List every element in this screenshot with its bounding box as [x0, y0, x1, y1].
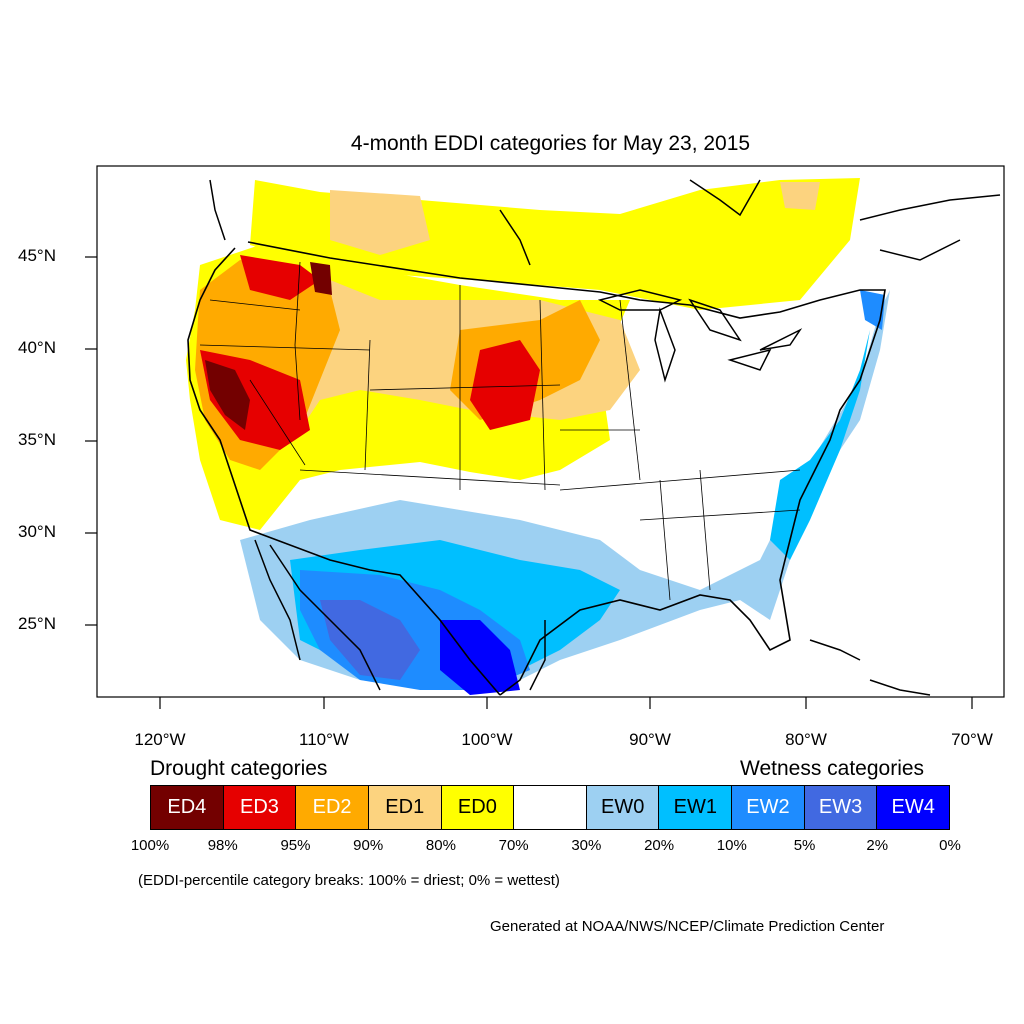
boundaries [187, 179, 1001, 696]
lat-label-45: 45°N [18, 246, 56, 265]
lat-label-35: 35°N [18, 430, 56, 449]
legend-swatch-ed4: ED4 [151, 786, 224, 829]
plains-ed3-region [470, 340, 540, 430]
canada-ed1-patch [330, 190, 430, 255]
legend-break-label: 0% [939, 837, 961, 854]
legend-swatch-ed0: ED0 [441, 786, 515, 829]
mexico-ew3-region [320, 600, 420, 680]
legend-swatch-ed3: ED3 [223, 786, 297, 829]
legend-swatch-ew3: EW3 [804, 786, 878, 829]
legend-break-label: 5% [793, 837, 816, 854]
legend-swatch-ew0: EW0 [586, 786, 660, 829]
northeast-ew2-region [860, 290, 885, 330]
legend-break-label: 80% [425, 837, 456, 854]
great-lakes [597, 289, 803, 383]
montana-ed4-region [310, 262, 332, 295]
legend-break-label: 98% [207, 837, 238, 854]
drought-heading: Drought categories [150, 757, 328, 780]
lat-label-25: 25°N [18, 614, 56, 633]
lon-label-100: 100°W [461, 730, 513, 749]
legend-break-label: 95% [280, 837, 311, 854]
california-ed4-region [205, 360, 250, 430]
credit-line: Generated at NOAA/NWS/NCEP/Climate Predi… [490, 918, 885, 935]
category-note: (EDDI-percentile category breaks: 100% =… [138, 872, 560, 889]
legend-break-label: 20% [644, 837, 675, 854]
mexico-outline [254, 539, 546, 691]
mexico-ew4-region [440, 620, 520, 695]
lat-label-30: 30°N [18, 522, 56, 541]
wetness-heading: Wetness categories [740, 757, 925, 780]
axis-ticks [85, 256, 973, 709]
map-frame [96, 165, 1005, 698]
lat-label-40: 40°N [18, 338, 56, 357]
caribbean-islands [809, 639, 931, 696]
legend-swatch-neutral [514, 786, 587, 829]
map-title: 4-month EDDI categories for May 23, 2015 [350, 132, 751, 155]
canada-coast [209, 179, 1001, 266]
legend-break-label: 100% [130, 837, 170, 854]
legend-swatch-ed1: ED1 [368, 786, 442, 829]
legend-break-label: 90% [353, 837, 384, 854]
southeast-ew1-region [770, 330, 870, 560]
legend-break-label: 2% [866, 837, 889, 854]
legend-break-label: 70% [498, 837, 529, 854]
legend-swatch-ew1: EW1 [659, 786, 733, 829]
legend-swatch-ew2: EW2 [732, 786, 805, 829]
lon-label-70: 70°W [951, 730, 993, 749]
lon-label-80: 80°W [785, 730, 827, 749]
lon-label-90: 90°W [629, 730, 671, 749]
legend-break-label: 30% [571, 837, 602, 854]
legend-break-label: 10% [716, 837, 747, 854]
legend-swatch-ew4: EW4 [877, 786, 950, 829]
us-outline [187, 241, 886, 696]
category-fields [186, 178, 890, 695]
legend-swatch-ed2: ED2 [296, 786, 369, 829]
category-legend: ED4 ED3 ED2 ED1 ED0 EW0 EW1 EW2 EW3 EW4 [150, 785, 950, 830]
lon-label-120: 120°W [134, 730, 186, 749]
state-lines [199, 261, 801, 601]
lon-label-110: 110°W [299, 730, 349, 749]
canada-ed1-patch [780, 182, 820, 210]
